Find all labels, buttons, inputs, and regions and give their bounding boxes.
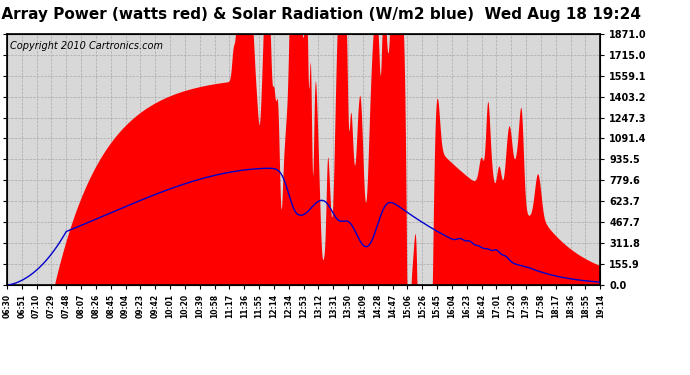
- Text: West Array Power (watts red) & Solar Radiation (W/m2 blue)  Wed Aug 18 19:24: West Array Power (watts red) & Solar Rad…: [0, 8, 641, 22]
- Text: Copyright 2010 Cartronics.com: Copyright 2010 Cartronics.com: [10, 41, 163, 51]
